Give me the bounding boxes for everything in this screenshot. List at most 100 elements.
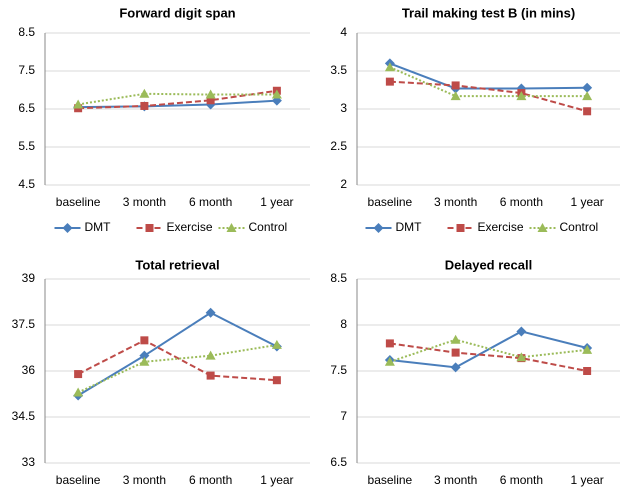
marker — [226, 223, 237, 232]
x-tick-label: 3 month — [123, 473, 166, 487]
marker — [516, 352, 527, 362]
y-tick-label: 39 — [22, 271, 36, 285]
x-tick-label: 3 month — [434, 195, 477, 209]
legend-label: DMT — [85, 220, 112, 234]
y-tick-label: 6.5 — [330, 455, 347, 469]
marker — [450, 362, 461, 373]
x-tick-label: baseline — [368, 473, 413, 487]
y-tick-label: 2.5 — [330, 139, 347, 153]
legend-label: Control — [249, 220, 288, 234]
y-tick-label: 34.5 — [12, 409, 36, 423]
y-tick-label: 3.5 — [330, 63, 347, 77]
marker — [384, 62, 395, 72]
marker — [583, 107, 592, 116]
y-tick-label: 4 — [340, 25, 347, 39]
marker — [384, 356, 395, 366]
marker — [537, 223, 548, 232]
marker — [451, 348, 460, 357]
series-line — [389, 62, 588, 90]
legend-label: Exercise — [167, 220, 213, 234]
x-tick-label: 3 month — [123, 195, 166, 209]
marker — [456, 224, 465, 232]
x-tick-label: 6 month — [500, 473, 543, 487]
marker — [139, 356, 150, 366]
y-tick-label: 6.5 — [18, 101, 35, 115]
series-line — [77, 92, 277, 106]
y-tick-label: 5.5 — [18, 139, 35, 153]
marker — [205, 89, 216, 99]
series-line — [389, 338, 588, 363]
marker — [205, 307, 216, 318]
marker — [271, 339, 282, 349]
panel: Delayed recall 6.5 7 7.5 8 8.5 baseline 3 month… — [330, 257, 620, 487]
series-line — [389, 80, 588, 113]
marker — [139, 88, 150, 98]
x-tick-label: baseline — [56, 195, 101, 209]
chart-title: Trail making test B (in mins) — [402, 5, 575, 20]
marker — [583, 367, 592, 375]
x-tick-label: 6 month — [500, 195, 543, 209]
y-tick-label: 8 — [340, 317, 347, 331]
marker — [272, 376, 281, 385]
marker — [450, 91, 461, 101]
y-tick-label: 7 — [340, 409, 347, 423]
marker — [582, 91, 593, 101]
x-tick-label: 1 year — [260, 195, 293, 209]
marker — [205, 350, 216, 360]
marker — [271, 89, 282, 99]
y-tick-label: 8.5 — [18, 25, 35, 39]
marker — [139, 350, 150, 361]
marker — [73, 387, 84, 397]
marker — [140, 336, 149, 345]
legend-label: Exercise — [478, 220, 524, 234]
marker — [62, 223, 73, 233]
marker — [373, 223, 384, 233]
x-tick-label: 6 month — [189, 473, 232, 487]
y-tick-label: 4.5 — [18, 177, 35, 191]
series-line — [77, 311, 278, 397]
panel: Total retrieval 33 34.5 36 37.5 39 baseline 3 m… — [12, 257, 310, 487]
marker — [385, 77, 394, 86]
marker — [145, 224, 154, 232]
y-tick-label: 8.5 — [330, 271, 347, 285]
x-tick-label: 3 month — [434, 473, 477, 487]
marker — [516, 326, 527, 337]
y-tick-label: 37.5 — [12, 317, 36, 331]
x-tick-label: 1 year — [570, 195, 603, 209]
panel: Trail making test B (in mins) 2 2.5 3 3.5 4 ba… — [330, 5, 620, 234]
marker — [74, 370, 83, 379]
series-line — [77, 343, 278, 394]
marker — [206, 96, 215, 105]
series-line — [389, 66, 588, 98]
legend-label: DMT — [396, 220, 423, 234]
y-tick-label: 7.5 — [330, 363, 347, 377]
series-line — [77, 339, 277, 382]
marker — [73, 99, 84, 109]
chart-title: Forward digit span — [119, 5, 235, 20]
marker — [582, 82, 593, 93]
series-line — [78, 99, 277, 109]
series-line — [78, 89, 278, 110]
marker — [516, 91, 527, 101]
chart-title: Delayed recall — [445, 257, 532, 272]
x-tick-label: baseline — [56, 473, 101, 487]
legend-label: Control — [560, 220, 599, 234]
y-tick-label: 2 — [340, 177, 347, 191]
x-tick-label: 6 month — [189, 195, 232, 209]
marker — [140, 101, 149, 110]
marker — [206, 371, 215, 380]
x-tick-label: 1 year — [570, 473, 603, 487]
y-tick-label: 3 — [340, 101, 347, 115]
chart-title: Total retrieval — [135, 257, 219, 272]
series-line — [389, 342, 588, 372]
marker — [582, 344, 593, 354]
marker — [450, 334, 461, 344]
marker — [385, 339, 394, 348]
series-line — [389, 330, 588, 369]
y-tick-label: 7.5 — [18, 63, 35, 77]
x-tick-label: baseline — [368, 195, 413, 209]
panel: Forward digit span 4.5 5.5 6.5 7.5 8.5 baselin… — [18, 5, 310, 234]
marker — [451, 81, 460, 90]
y-tick-label: 33 — [22, 455, 36, 469]
